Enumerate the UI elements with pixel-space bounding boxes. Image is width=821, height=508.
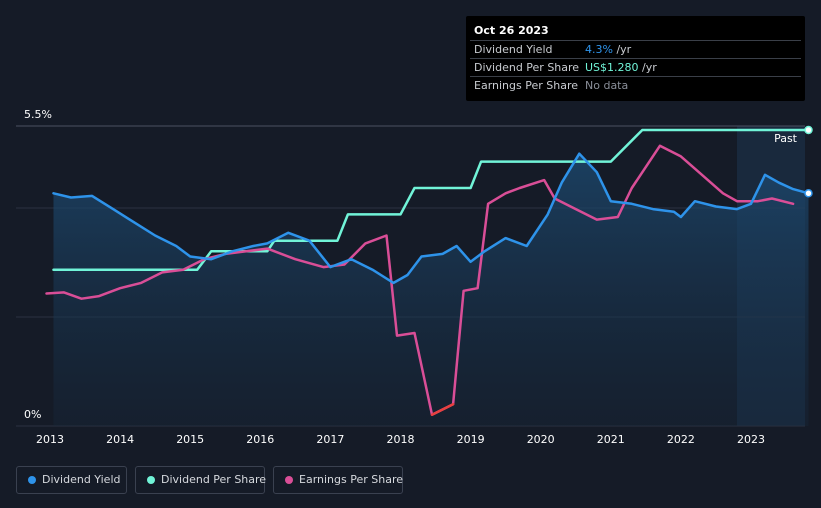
x-tick-label: 2015	[176, 433, 204, 446]
tooltip-row-dividend-per-share: Dividend Per Share US$1.280 /yr	[470, 58, 801, 76]
legend-item-earnings-per-share[interactable]: Earnings Per Share	[273, 466, 403, 494]
tooltip-label: Dividend Yield	[474, 43, 553, 56]
legend-label: Dividend Per Share	[161, 473, 267, 486]
x-tick-label: 2022	[667, 433, 695, 446]
dividend-yield-end-marker	[804, 189, 813, 198]
x-tick-label: 2023	[737, 433, 765, 446]
x-tick-label: 2021	[597, 433, 625, 446]
y-axis-label-top: 5.5%	[24, 108, 52, 121]
x-tick-label: 2014	[106, 433, 134, 446]
dividend-per-share-end-marker	[804, 125, 813, 135]
legend-label: Earnings Per Share	[299, 473, 404, 486]
y-axis-label-bottom: 0%	[24, 408, 41, 421]
tooltip-value: US$1.280 /yr	[585, 61, 657, 74]
axis-labels-layer: 5.5% 0% 2013 2014 2015 2016 2017 2018 2019 2020 20…	[24, 108, 798, 446]
x-tick-label: 2016	[246, 433, 274, 446]
legend-label: Dividend Yield	[42, 473, 121, 486]
legend-item-dividend-yield[interactable]: Dividend Yield	[16, 466, 127, 494]
x-tick-label: 2019	[457, 433, 485, 446]
tooltip-label: Earnings Per Share	[474, 79, 579, 92]
x-tick-label: 2013	[36, 433, 64, 446]
past-label: Past	[774, 132, 798, 145]
tooltip-panel: Oct 26 2023 Dividend Yield 4.3% /yr Divi…	[466, 16, 805, 101]
series-points-layer	[46, 125, 813, 415]
tooltip-date: Oct 26 2023	[474, 24, 549, 37]
legend-dot-icon	[285, 476, 293, 484]
yield-area-layer	[53, 153, 809, 426]
earnings-per-share-dip-segment	[430, 402, 455, 416]
tooltip-label: Dividend Per Share	[474, 61, 580, 74]
tooltip-value: No data	[585, 79, 629, 92]
tooltip-row-earnings-per-share: Earnings Per Share No data	[470, 76, 801, 94]
tooltip-value: 4.3% /yr	[585, 43, 632, 56]
tooltip-row-dividend-yield: Dividend Yield 4.3% /yr	[470, 40, 801, 58]
legend-dot-icon	[28, 476, 36, 484]
x-tick-label: 2018	[387, 433, 415, 446]
dividend-per-share-line	[52, 128, 810, 271]
x-tick-label: 2017	[316, 433, 344, 446]
dividend-yield-area	[53, 153, 809, 426]
x-tick-label: 2020	[527, 433, 555, 446]
legend-dot-icon	[147, 476, 155, 484]
legend-item-dividend-per-share[interactable]: Dividend Per Share	[135, 466, 267, 494]
